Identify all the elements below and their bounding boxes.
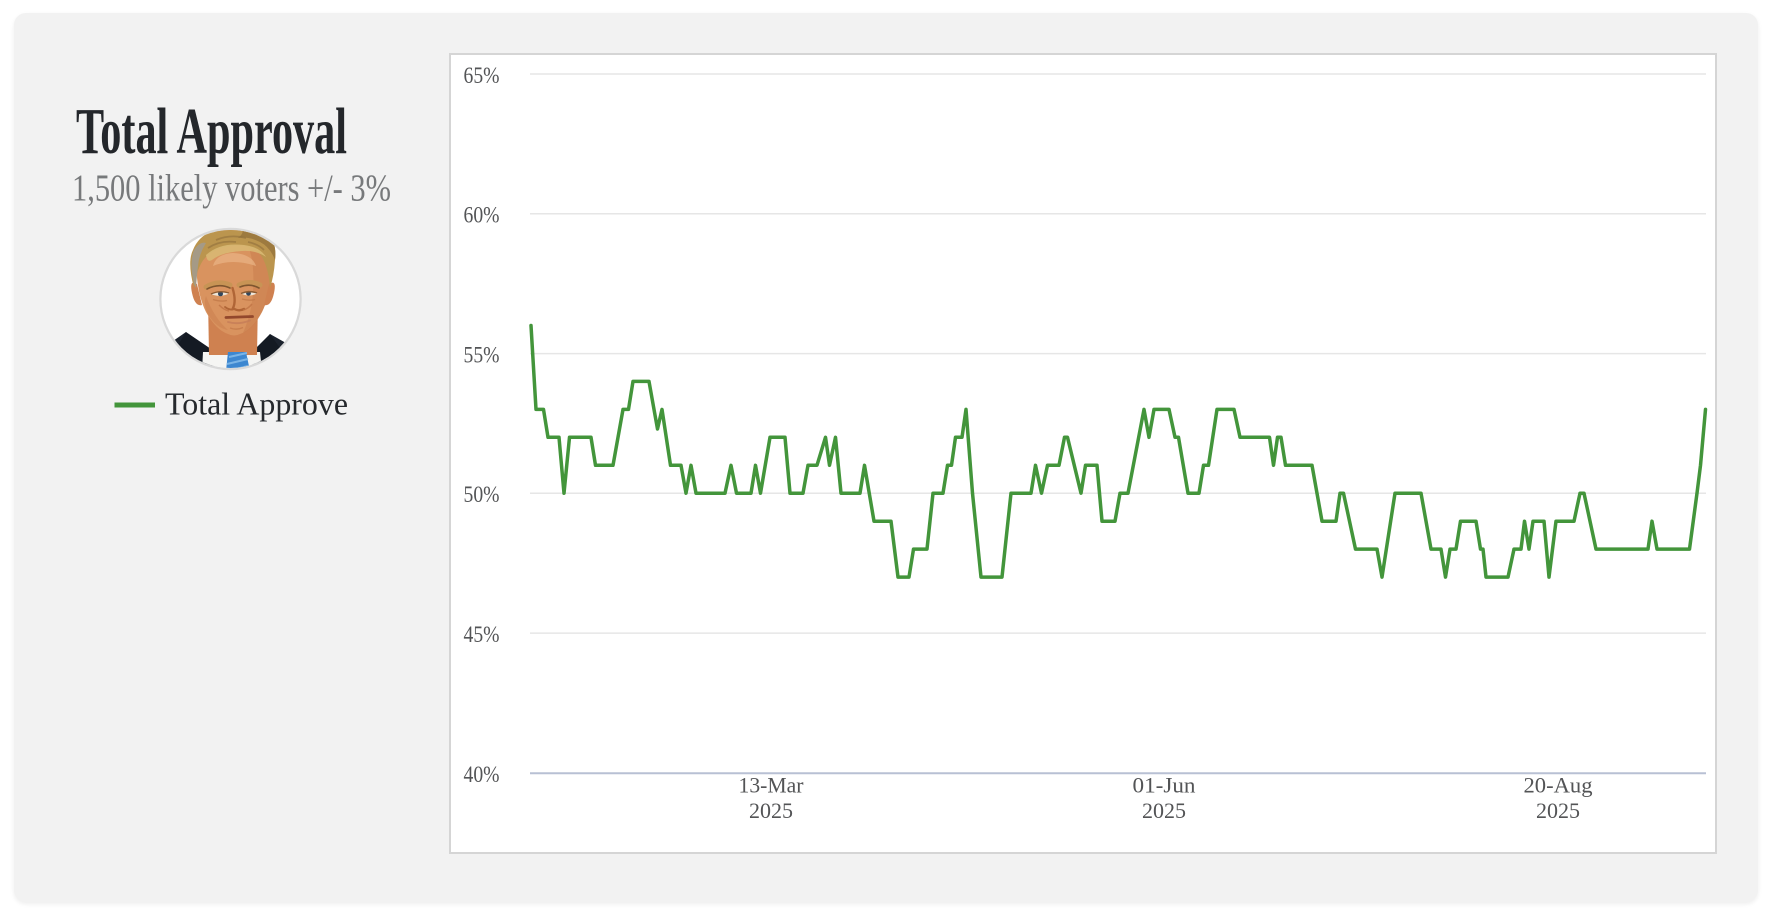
svg-text:40%: 40% [464,762,500,787]
svg-text:60%: 60% [464,203,500,228]
svg-text:1,500 likely voters +/- 3%: 1,500 likely voters +/- 3% [72,168,391,210]
svg-text:55%: 55% [464,343,500,368]
svg-text:65%: 65% [464,63,500,88]
svg-text:45%: 45% [464,622,500,647]
svg-text:Total Approve: Total Approve [165,387,348,422]
svg-text:01-Jun: 01-Jun [1133,773,1196,798]
svg-text:20-Aug: 20-Aug [1524,773,1593,798]
svg-text:2025: 2025 [1142,798,1186,823]
svg-text:50%: 50% [464,482,500,507]
svg-text:Total Approval: Total Approval [76,95,347,168]
svg-text:2025: 2025 [1536,798,1580,823]
svg-text:2025: 2025 [749,798,793,823]
svg-text:13-Mar: 13-Mar [739,773,805,798]
